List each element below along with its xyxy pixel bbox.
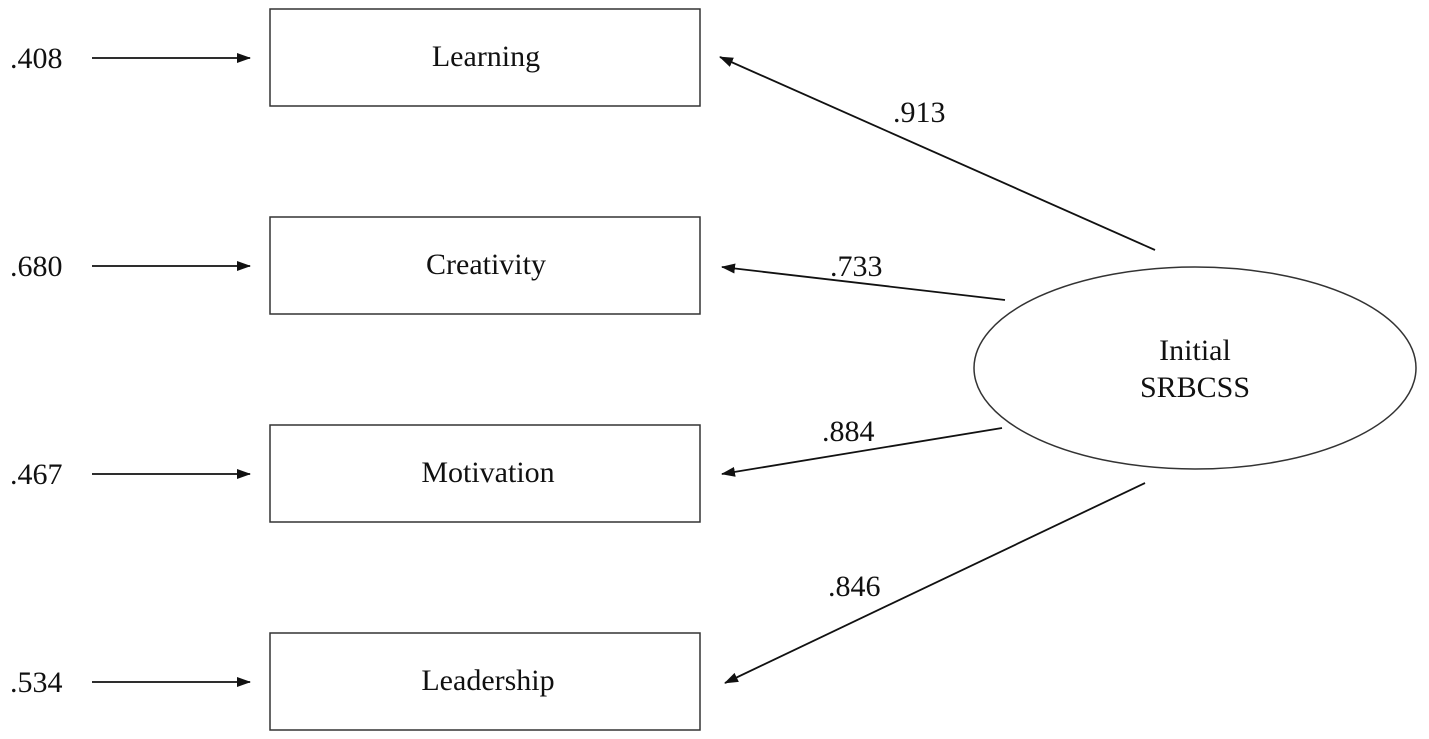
- loading-value: .884: [822, 415, 875, 448]
- indicator-motivation: Motivation: [269, 424, 701, 523]
- loading-value: .913: [893, 96, 946, 129]
- error-value: .408: [10, 42, 63, 75]
- indicator-leadership: Leadership: [269, 632, 701, 731]
- loading-arrow-leadership: [724, 482, 1146, 684]
- indicator-creativity: Creativity: [269, 216, 701, 315]
- error-value: .534: [10, 666, 63, 699]
- indicator-label: Creativity: [426, 248, 546, 281]
- indicator-label: Leadership: [421, 664, 554, 697]
- error-value: .680: [10, 250, 63, 283]
- loading-arrow-motivation: [721, 427, 1003, 477]
- indicator-label: Motivation: [421, 456, 554, 489]
- latent-variable: Initial SRBCSS: [973, 266, 1417, 470]
- indicator-learning: Learning: [269, 8, 701, 107]
- loading-arrow-learning: [719, 56, 1156, 251]
- loading-value: .733: [830, 250, 883, 283]
- error-value: .467: [10, 458, 63, 491]
- latent-label-line1: Initial: [1159, 334, 1231, 367]
- indicator-label: Learning: [432, 40, 540, 73]
- latent-label-line2: SRBCSS: [1140, 371, 1250, 404]
- loading-value: .846: [828, 570, 881, 603]
- loading-arrow-creativity: [721, 263, 1006, 301]
